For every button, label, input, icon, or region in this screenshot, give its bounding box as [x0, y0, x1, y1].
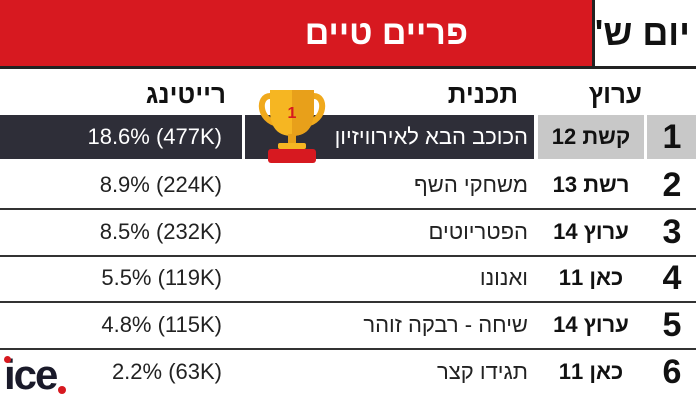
rating-cell: 8.5% (232K)	[99, 219, 222, 244]
table-row: 2 רשת 13 משחקי השף 8.9% (224K)	[0, 163, 696, 210]
channel-cell: כאן 11	[558, 265, 624, 290]
channel-cell: ערוץ 14	[553, 312, 629, 337]
show-cell: תגידו קצר	[437, 359, 528, 384]
column-header-rating: רייטינג	[145, 79, 226, 109]
channel-cell: כאן 11	[558, 359, 624, 384]
ice-logo: ice	[4, 351, 58, 398]
table-row: 5 ערוץ 14 שיחה - רבקה זוהר 4.8% (115K)	[0, 303, 696, 350]
row-divider	[0, 208, 696, 210]
logo-dot	[58, 386, 66, 394]
rating-cell: 5.5% (119K)	[101, 265, 222, 290]
header-day: יום ש'	[594, 12, 690, 53]
row-divider	[0, 255, 696, 257]
rank-cell: 5	[662, 306, 682, 344]
header-title-bar: פריים טיים	[0, 0, 592, 66]
rating-cell: 2.2% (63K)	[111, 359, 222, 384]
table-row: 4 כאן 11 ואנונו 5.5% (119K)	[0, 256, 696, 303]
rank-cell: 1	[662, 118, 682, 156]
table-row: 3 ערוץ 14 הפטריוטים 8.5% (232K)	[0, 210, 696, 257]
row-separator	[242, 115, 245, 159]
rating-cell: 18.6% (477K)	[87, 124, 222, 149]
logo-dot-top	[4, 356, 11, 363]
show-cell: ואנונו	[479, 265, 528, 290]
rating-cell: 8.9% (224K)	[99, 172, 222, 197]
header-divider	[0, 66, 696, 69]
trophy-label: 1	[288, 105, 297, 122]
header: פריים טיים יום ש'	[0, 0, 696, 69]
table-row: 6 כאן 11 תגידו קצר 2.2% (63K)	[0, 350, 696, 394]
rank-cell: 4	[662, 259, 682, 297]
channel-cell: ערוץ 14	[553, 219, 629, 244]
row-highlight-channel	[538, 115, 696, 159]
row-divider	[0, 348, 696, 350]
show-cell: משחקי השף	[414, 172, 528, 197]
channel-cell: קשת 12	[551, 124, 631, 149]
trophy-icon: 1	[258, 90, 326, 163]
table-row: 1 קשת 12 הכוכב הבא לאירוויזיון 18.6% (47…	[0, 115, 696, 159]
column-header-show: תכנית	[447, 79, 518, 109]
rating-cell: 4.8% (115K)	[101, 312, 222, 337]
header-title: פריים טיים	[304, 14, 468, 52]
row-divider	[0, 301, 696, 303]
header-day-box: יום ש'	[592, 0, 696, 66]
channel-cell: רשת 13	[552, 172, 630, 197]
column-header-channel: ערוץ	[588, 79, 642, 109]
column-separator	[644, 115, 647, 159]
rank-cell: 6	[662, 353, 682, 391]
rank-cell: 2	[662, 166, 682, 204]
show-cell: הפטריוטים	[428, 219, 528, 244]
show-cell: שיחה - רבקה זוהר	[363, 312, 528, 337]
column-separator	[534, 115, 537, 159]
show-cell: הכוכב הבא לאירוויזיון	[334, 124, 528, 149]
rank-cell: 3	[662, 213, 682, 251]
